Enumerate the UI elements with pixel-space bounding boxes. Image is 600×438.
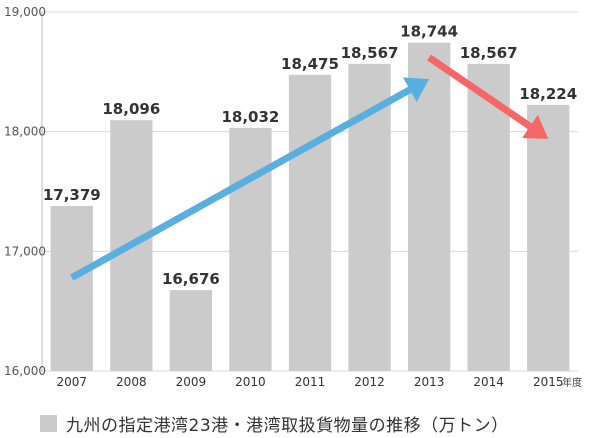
x-axis-unit: 年度 [562, 376, 582, 389]
legend-label: 九州の指定港湾23港・港湾取扱貨物量の推移（万トン） [66, 415, 509, 436]
y-tick-label: 17,000 [4, 244, 46, 258]
falling-trend-arrow-shaft [427, 54, 533, 130]
data-label: 18,567 [460, 44, 518, 62]
x-tick-label: 2013 [414, 375, 445, 389]
x-axis: 2007 2008 2009 2010 2011 2012 2013 2014 2015 [57, 375, 564, 389]
y-tick-label: 16,000 [4, 364, 46, 378]
bar [288, 74, 332, 371]
x-tick-label: 2014 [473, 375, 504, 389]
data-label: 18,032 [221, 108, 279, 126]
x-tick-label: 2007 [57, 375, 88, 389]
data-label: 17,379 [43, 186, 101, 204]
bar [50, 205, 93, 371]
rising-trend-arrow-head [403, 77, 430, 102]
data-label: 16,676 [162, 270, 220, 288]
x-tick-label: 2008 [116, 375, 147, 389]
rising-trend-arrow-shaft [70, 86, 412, 281]
data-label: 18,475 [281, 55, 339, 73]
legend: 九州の指定港湾23港・港湾取扱貨物量の推移（万トン） [40, 410, 509, 436]
x-tick-label: 2011 [295, 375, 326, 389]
data-labels: 17,37918,09616,67618,03218,47518,56718,7… [43, 23, 577, 288]
data-label: 18,224 [519, 85, 577, 103]
y-tick-label: 18,000 [4, 125, 46, 139]
legend-swatch [40, 414, 57, 432]
bar [169, 290, 213, 371]
x-tick-label: 2012 [354, 375, 385, 389]
y-axis: 16,000 17,000 18,000 19,000 [4, 5, 46, 378]
bar-chart: 17,37918,09616,67618,03218,47518,56718,7… [4, 5, 582, 389]
falling-trend-arrow-head [522, 114, 549, 139]
x-tick-label: 2015 [533, 375, 564, 389]
y-tick-label: 19,000 [4, 5, 46, 19]
trend-arrows [70, 54, 549, 281]
bar [467, 63, 510, 371]
x-tick-label: 2009 [176, 375, 207, 389]
bars [50, 42, 570, 372]
bar [527, 104, 570, 372]
data-label: 18,567 [341, 44, 399, 62]
x-tick-label: 2010 [235, 375, 266, 389]
data-label: 18,744 [400, 23, 458, 41]
bar [229, 127, 272, 371]
data-label: 18,096 [102, 100, 160, 118]
